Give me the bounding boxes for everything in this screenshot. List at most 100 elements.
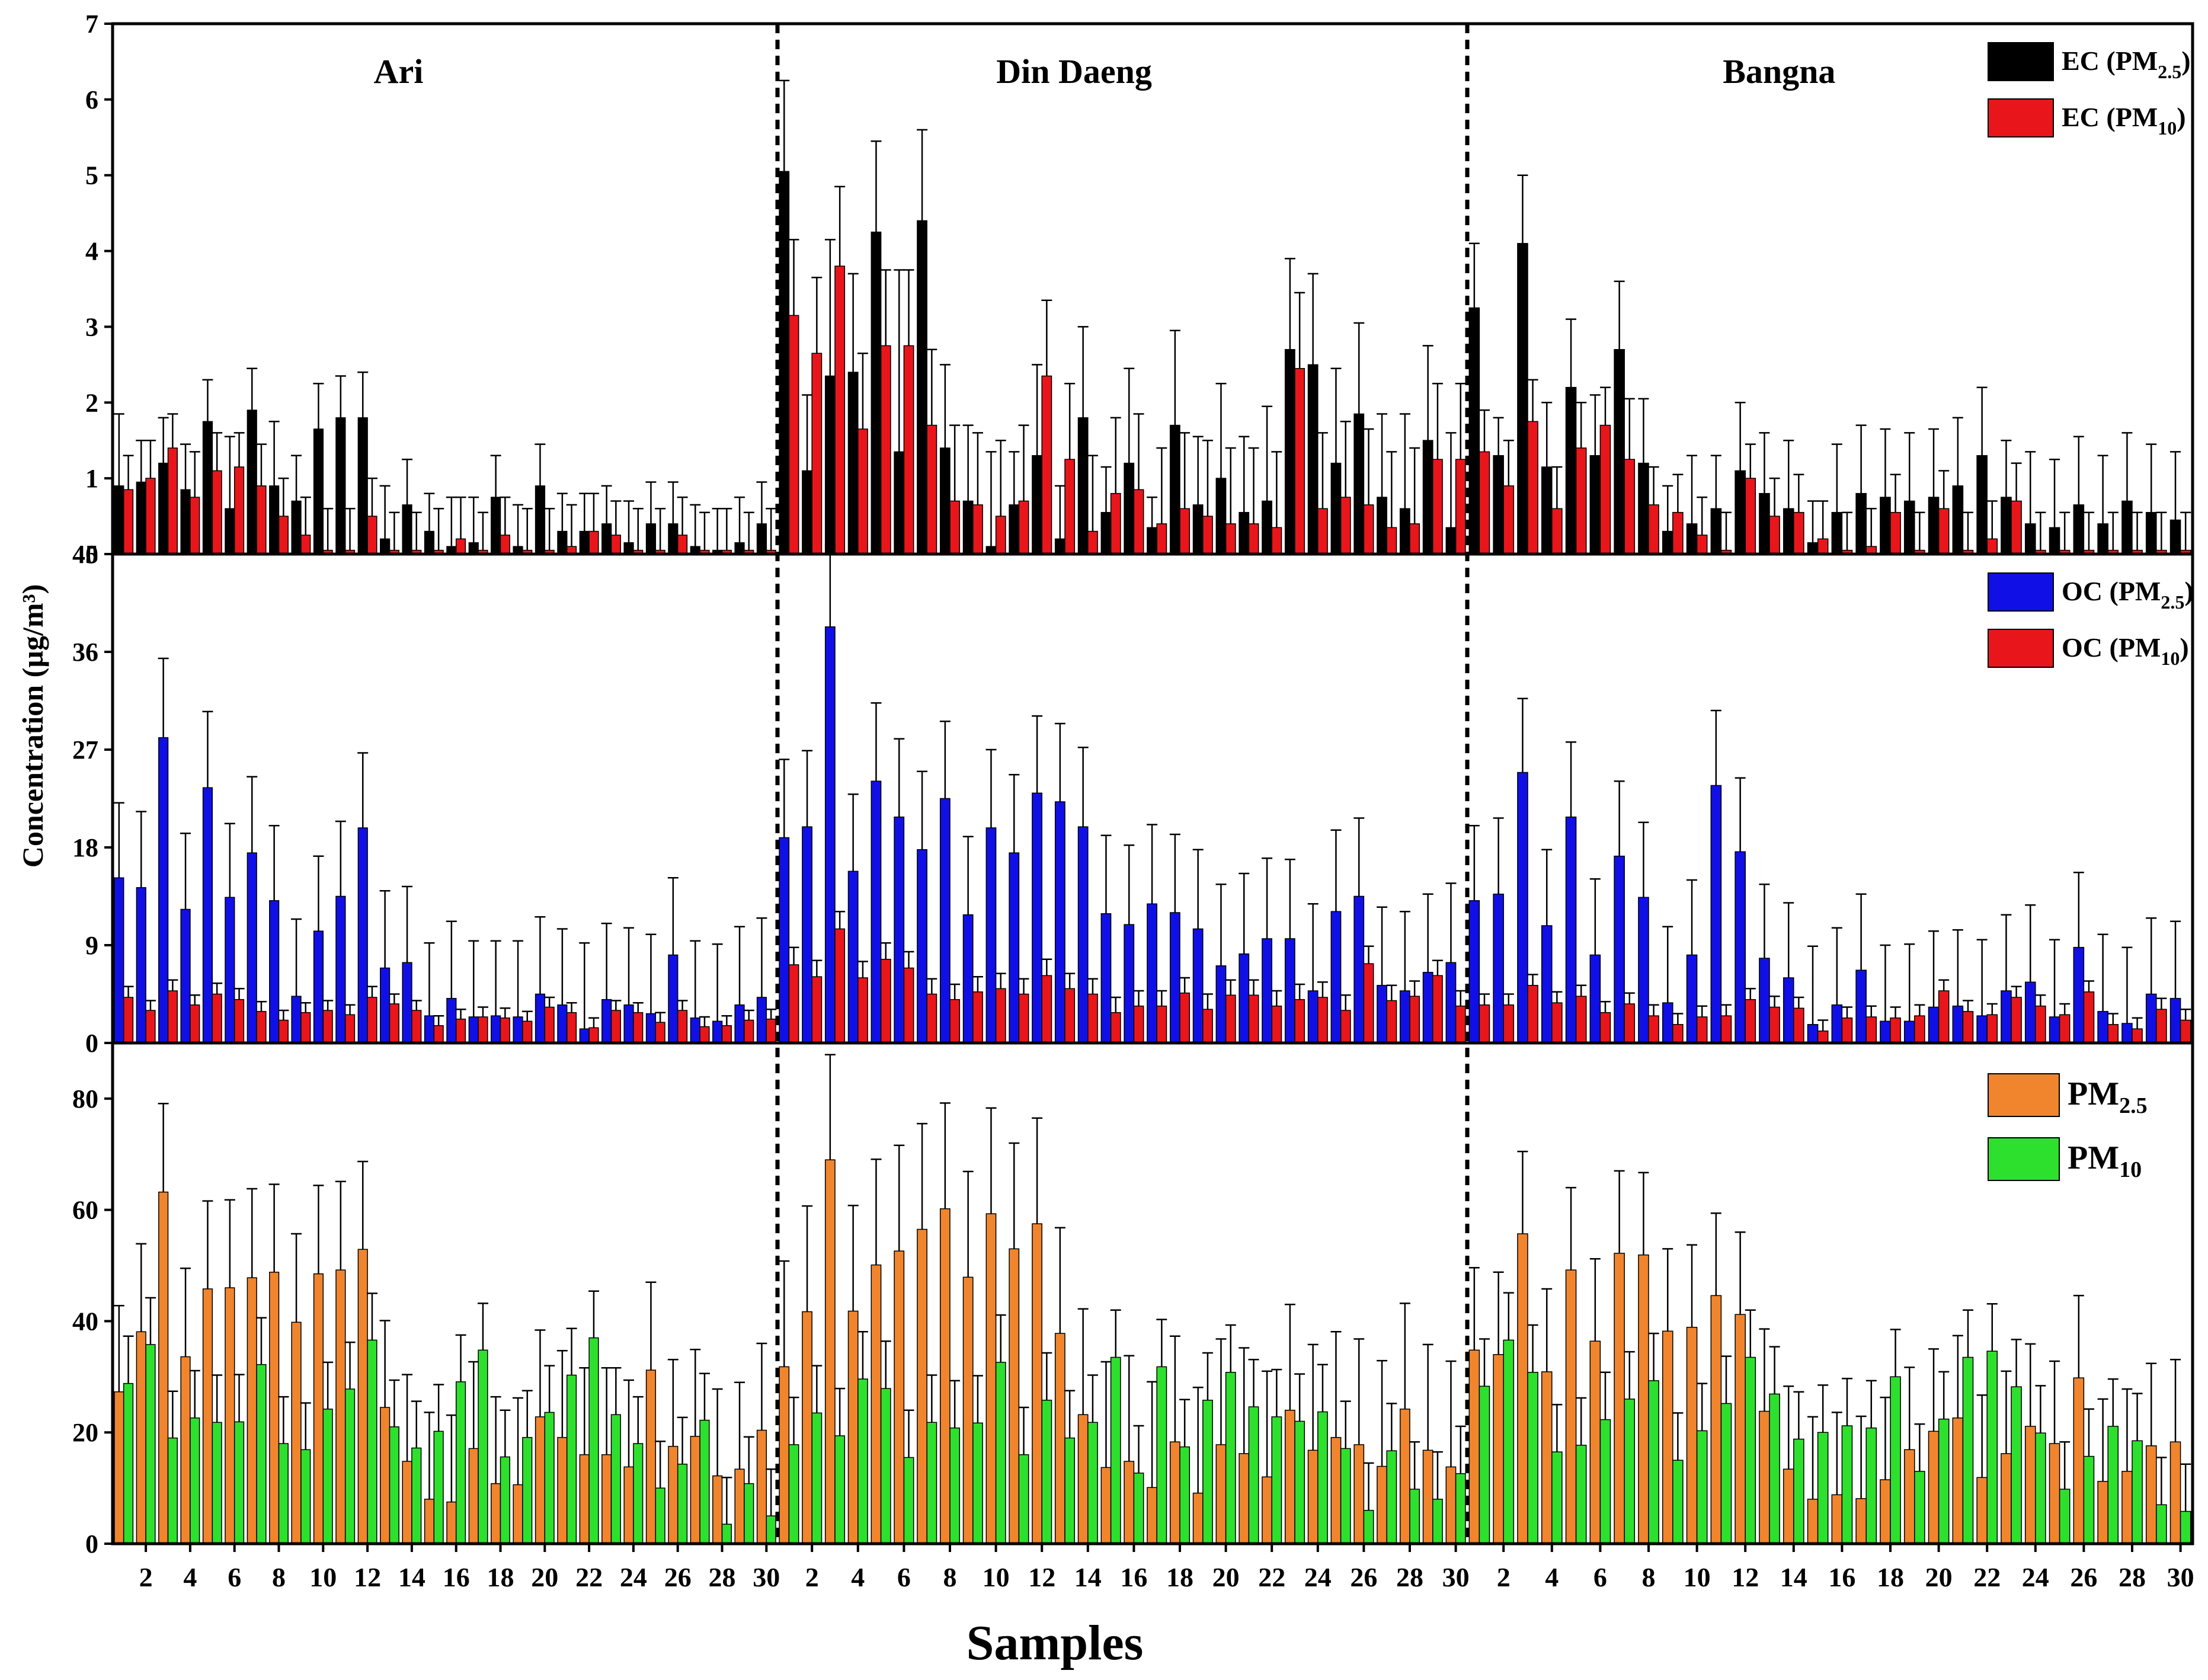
- bar-ec-1-2-9: [1672, 511, 1684, 555]
- bar-oc-0-2-27: [2097, 1011, 2108, 1044]
- bar-ec-0-2-14: [1783, 508, 1794, 555]
- x-tick-label-2-28: 28: [1396, 1562, 1423, 1592]
- bar-pm-1-2-4: [1551, 1451, 1563, 1544]
- bar-ec-0-2-12: [1735, 470, 1746, 555]
- bar-oc-0-2-16: [1831, 1004, 1843, 1044]
- legend-swatch-pm-1: [1988, 1137, 2060, 1181]
- bar-oc-0-1-8: [939, 798, 951, 1044]
- bar-ec-1-1-1: [788, 315, 799, 555]
- bar-oc-1-0-1: [123, 997, 134, 1044]
- y-tick-label-pm-80: 80: [72, 1084, 98, 1113]
- text-layer: Concentration (µg/m³) Samples 01234567EC…: [16, 9, 2194, 1671]
- bar-oc-0-1-7: [917, 849, 927, 1044]
- bar-ec-1-2-23: [2011, 500, 2022, 555]
- bar-ec-0-1-6: [894, 451, 905, 555]
- bar-pm-0-2-8: [1638, 1254, 1649, 1544]
- bar-ec-0-0-20: [535, 485, 546, 555]
- bar-pm-0-0-19: [513, 1484, 523, 1544]
- bar-oc-0-2-5: [1565, 816, 1577, 1044]
- bar-oc-1-1-10: [995, 988, 1006, 1044]
- bar-pm-0-2-16: [1831, 1494, 1843, 1544]
- bar-ec-0-0-12: [357, 417, 368, 555]
- bar-oc-0-0-26: [668, 954, 679, 1044]
- bar-pm-1-1-15: [1110, 1356, 1121, 1544]
- bar-pm-1-1-22: [1271, 1416, 1282, 1544]
- x-tick-label-2-24: 24: [1304, 1562, 1332, 1592]
- bar-oc-0-0-15: [424, 1015, 435, 1044]
- bar-ec-0-2-8: [1638, 462, 1649, 555]
- bar-pm-1-1-21: [1248, 1406, 1259, 1544]
- bar-ec-1-1-24: [1317, 508, 1328, 555]
- bar-oc-0-1-28: [1399, 990, 1410, 1044]
- bar-oc-0-2-6: [1589, 954, 1601, 1044]
- x-tick-label-3-14: 14: [1780, 1562, 1807, 1592]
- bar-pm-0-1-7: [917, 1228, 927, 1544]
- x-tick-label-2-12: 12: [1028, 1562, 1055, 1592]
- bar-pm-0-0-20: [535, 1416, 546, 1544]
- bar-oc-0-1-29: [1422, 972, 1433, 1044]
- bar-pm-0-2-1: [1468, 1349, 1480, 1544]
- bar-oc-1-2-30: [2180, 1019, 2191, 1044]
- bar-ec-1-2-20: [1938, 508, 1950, 555]
- bar-pm-0-2-27: [2097, 1481, 2108, 1544]
- bar-ec-0-1-20: [1215, 478, 1227, 555]
- bar-pm-0-0-18: [491, 1483, 501, 1544]
- bar-oc-0-2-17: [1855, 969, 1867, 1044]
- bar-pm-1-0-2: [145, 1344, 156, 1544]
- site-title-2: Din Daeng: [996, 52, 1152, 91]
- bar-oc-0-0-27: [690, 1017, 700, 1044]
- bar-oc-0-0-5: [202, 787, 213, 1044]
- bar-pm-1-1-9: [972, 1422, 983, 1544]
- y-tick-label-oc-27: 27: [72, 735, 98, 764]
- bar-ec-0-1-18: [1169, 424, 1180, 555]
- y-tick-label-oc-0: 0: [85, 1029, 98, 1058]
- bar-oc-1-1-23: [1294, 999, 1305, 1044]
- bar-ec-0-2-16: [1831, 511, 1843, 555]
- bar-pm-0-0-22: [579, 1454, 590, 1544]
- bar-oc-1-2-28: [2132, 1028, 2143, 1044]
- bar-pm-0-1-19: [1192, 1492, 1204, 1544]
- y-tick-label-ec-4: 4: [85, 237, 98, 266]
- bar-ec-0-2-11: [1710, 508, 1722, 555]
- bar-pm-0-2-29: [2145, 1445, 2157, 1544]
- bar-oc-0-0-7: [247, 852, 257, 1044]
- bar-oc-1-2-17: [1865, 1016, 1877, 1044]
- bar-ec-1-2-1: [1479, 451, 1490, 555]
- y-tick-label-ec-2: 2: [85, 388, 98, 417]
- bar-ec-0-2-10: [1686, 523, 1698, 555]
- bar-pm-0-0-27: [690, 1436, 700, 1544]
- bar-pm-1-0-10: [322, 1409, 333, 1544]
- bar-ec-0-1-2: [802, 470, 812, 555]
- bar-pm-0-0-15: [424, 1499, 435, 1544]
- bar-oc-1-2-5: [1575, 996, 1587, 1044]
- bar-ec-0-2-30: [2169, 519, 2181, 555]
- bar-ec-1-0-7: [256, 485, 267, 555]
- bar-pm-0-1-14: [1077, 1414, 1089, 1544]
- bar-oc-0-2-15: [1807, 1024, 1819, 1044]
- bar-pm-0-2-25: [2049, 1443, 2060, 1544]
- legend-swatch-oc-1: [1988, 629, 2054, 668]
- bar-oc-1-1-4: [857, 977, 868, 1044]
- bar-pm-1-0-19: [522, 1436, 533, 1544]
- legend-swatch-ec-0: [1988, 42, 2054, 81]
- bar-pm-1-2-11: [1720, 1403, 1732, 1544]
- bar-pm-0-2-12: [1735, 1314, 1746, 1544]
- bar-pm-0-1-26: [1353, 1444, 1365, 1544]
- bar-pm-0-2-2: [1493, 1354, 1504, 1544]
- bar-oc-0-1-26: [1353, 895, 1365, 1044]
- bar-ec-1-1-14: [1087, 530, 1098, 555]
- bar-oc-1-2-1: [1479, 1004, 1490, 1044]
- bar-ec-1-1-20: [1225, 523, 1236, 555]
- bar-oc-1-2-22: [1986, 1014, 1998, 1044]
- bar-pm-0-0-24: [623, 1466, 634, 1544]
- bar-pm-0-2-17: [1855, 1498, 1867, 1544]
- bar-ec-1-0-23: [610, 535, 621, 555]
- bar-pm-0-0-6: [225, 1287, 235, 1544]
- bar-ec-1-2-4: [1551, 508, 1563, 555]
- bar-pm-1-2-7: [1624, 1399, 1636, 1544]
- bar-oc-1-2-21: [1962, 1011, 1974, 1044]
- bar-ec-0-1-12: [1032, 455, 1042, 555]
- x-tick-label-2-20: 20: [1212, 1562, 1240, 1592]
- bar-oc-1-1-11: [1018, 993, 1029, 1044]
- bar-oc-0-2-19: [1903, 1020, 1915, 1044]
